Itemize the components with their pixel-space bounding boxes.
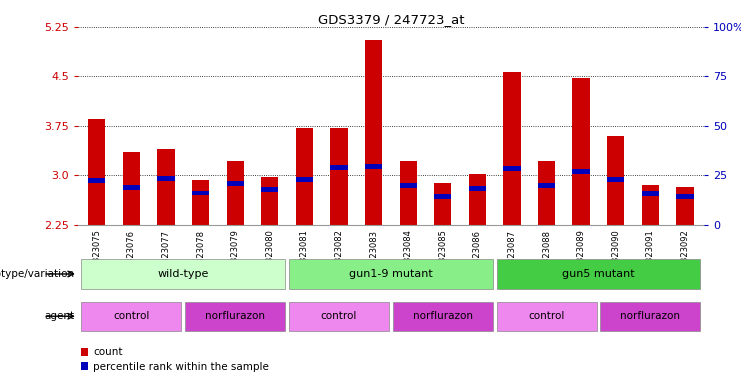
Bar	[81, 362, 88, 370]
Text: norflurazon: norflurazon	[413, 311, 473, 321]
Text: wild-type: wild-type	[158, 269, 209, 279]
Bar	[496, 301, 597, 331]
Bar	[296, 177, 313, 182]
Text: control: control	[321, 311, 357, 321]
Bar	[157, 149, 175, 225]
Bar	[642, 191, 659, 196]
Bar	[365, 40, 382, 225]
Bar	[330, 128, 348, 225]
Bar	[227, 161, 244, 225]
Bar	[503, 166, 521, 171]
Bar	[496, 259, 700, 289]
Text: control: control	[113, 311, 150, 321]
Text: genotype/variation: genotype/variation	[0, 269, 74, 279]
Bar	[227, 181, 244, 186]
Bar	[538, 161, 555, 225]
Bar	[399, 161, 417, 225]
Bar	[607, 136, 625, 225]
Bar	[573, 169, 590, 174]
Text: percentile rank within the sample: percentile rank within the sample	[93, 362, 269, 372]
Bar	[192, 190, 209, 195]
Bar	[573, 78, 590, 225]
Bar	[365, 164, 382, 169]
Bar	[157, 176, 175, 181]
Bar	[399, 183, 417, 187]
Bar	[185, 301, 285, 331]
Bar	[296, 128, 313, 225]
Bar	[261, 177, 279, 225]
Bar	[330, 165, 348, 170]
Bar	[677, 187, 694, 225]
Text: control: control	[528, 311, 565, 321]
Bar	[434, 183, 451, 225]
Text: gun5 mutant: gun5 mutant	[562, 269, 635, 279]
Bar	[88, 178, 105, 183]
Text: agent: agent	[44, 311, 74, 321]
Bar	[642, 185, 659, 225]
Bar	[192, 180, 209, 225]
Bar	[82, 301, 182, 331]
Bar	[677, 194, 694, 199]
Text: gun1-9 mutant: gun1-9 mutant	[349, 269, 433, 279]
Bar	[469, 174, 486, 225]
Bar	[81, 348, 88, 356]
Bar	[289, 301, 389, 331]
Bar	[123, 185, 140, 190]
Bar	[123, 152, 140, 225]
Bar	[393, 301, 493, 331]
Text: count: count	[93, 347, 123, 357]
Bar	[82, 259, 285, 289]
Bar	[469, 186, 486, 191]
Bar	[434, 194, 451, 199]
Bar	[289, 259, 493, 289]
Bar	[261, 187, 279, 192]
Text: norflurazon: norflurazon	[205, 311, 265, 321]
Bar	[607, 177, 625, 182]
Text: norflurazon: norflurazon	[620, 311, 680, 321]
Title: GDS3379 / 247723_at: GDS3379 / 247723_at	[318, 13, 464, 26]
Bar	[538, 183, 555, 187]
Bar	[600, 301, 700, 331]
Bar	[88, 119, 105, 225]
Bar	[503, 72, 521, 225]
